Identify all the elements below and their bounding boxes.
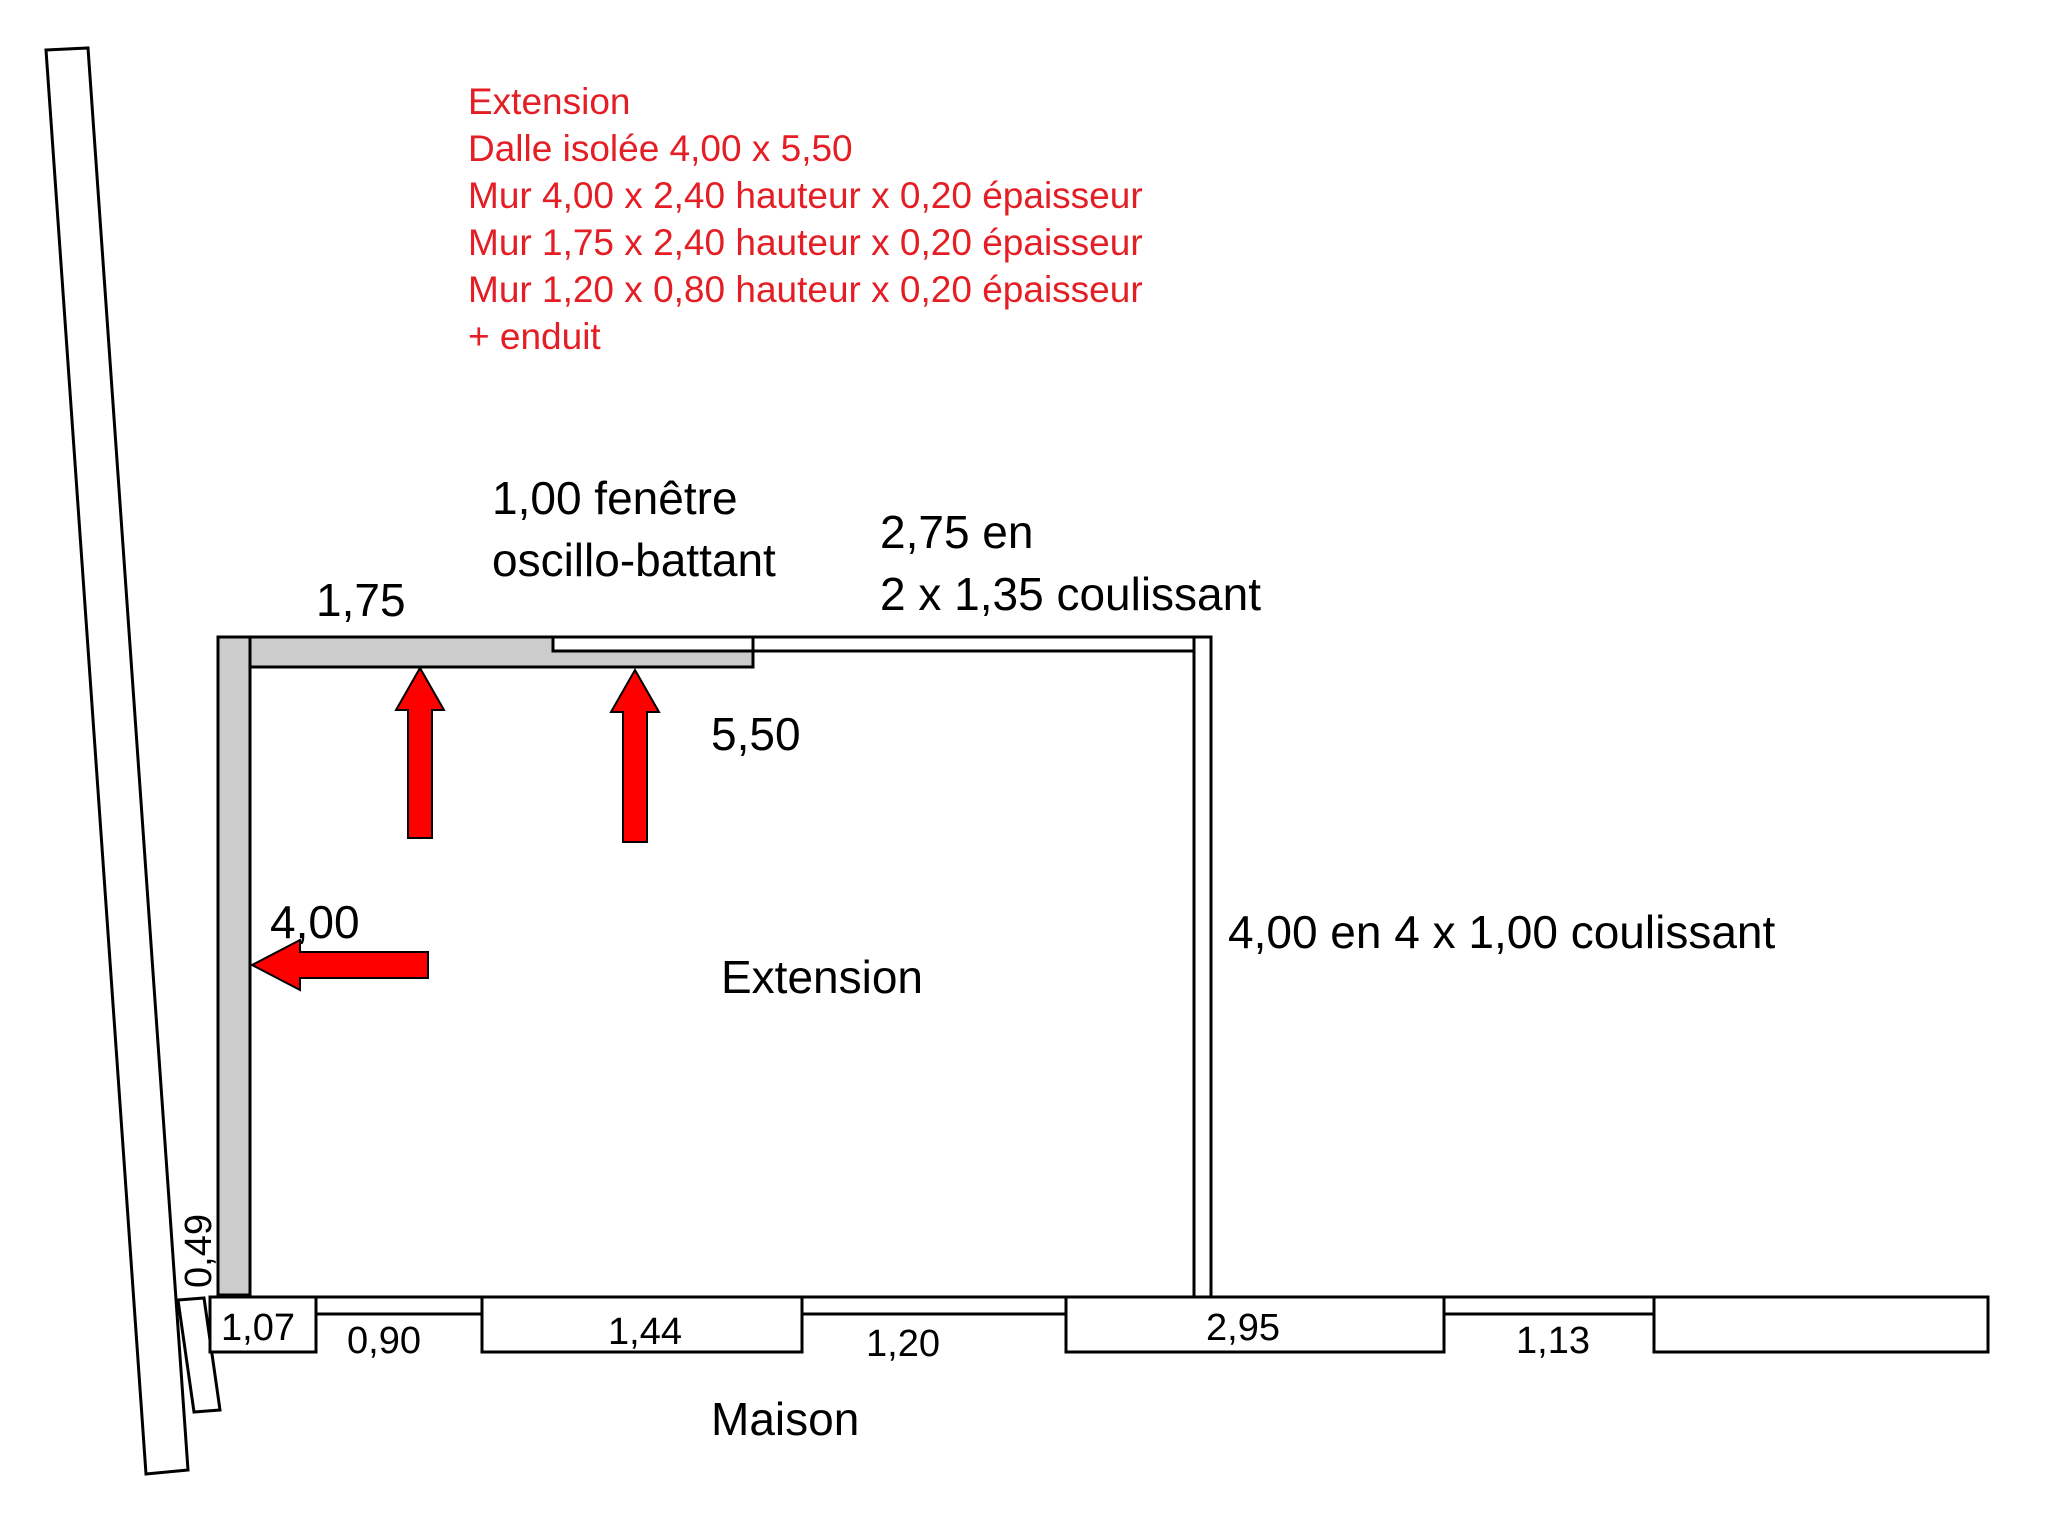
house-segment-label: 1,07 <box>221 1307 295 1349</box>
sliding-right-label: 4,00 en 4 x 1,00 coulissant <box>1228 906 1775 958</box>
left-wall-gray <box>216 635 252 1297</box>
sliding-top-label-line2: 2 x 1,35 coulissant <box>880 568 1261 620</box>
room-label: Extension <box>721 951 923 1003</box>
note-line: + enduit <box>468 316 601 357</box>
house-wall <box>208 1295 1990 1354</box>
note-line: Dalle isolée 4,00 x 5,50 <box>468 128 853 169</box>
house-block-3 <box>1064 1295 1446 1354</box>
dim-left-wall: 4,00 <box>270 896 360 948</box>
house-segment-label: 2,95 <box>1206 1307 1280 1349</box>
arrow-up-icon <box>394 665 446 839</box>
house-segment-label: 0,90 <box>347 1320 421 1362</box>
dim-top-wall: 1,75 <box>316 574 406 626</box>
house-block-1 <box>208 1295 318 1354</box>
boundary-wall-short <box>176 1296 222 1414</box>
note-line: Mur 1,75 x 2,40 hauteur x 0,20 épaisseur <box>468 222 1143 263</box>
sliding-door-top <box>751 635 1213 653</box>
house-segment-label: 1,13 <box>1516 1320 1590 1362</box>
note-line: Mur 4,00 x 2,40 hauteur x 0,20 épaisseur <box>468 175 1143 216</box>
house-segment-label: 1,20 <box>866 1323 940 1365</box>
window-oscillo-battant <box>551 635 755 653</box>
arrow-left-icon <box>249 938 429 992</box>
window-label-line2: oscillo-battant <box>492 534 776 586</box>
sliding-top-label-line1: 2,75 en <box>880 506 1033 558</box>
boundary-wall-slanted <box>44 46 190 1476</box>
arrow-up-icon <box>609 667 661 843</box>
dim-gap: 0,49 <box>178 1214 220 1288</box>
house-block-4 <box>1652 1295 1990 1354</box>
annotation-notes: Extension Dalle isolée 4,00 x 5,50 Mur 4,0… <box>468 81 1143 357</box>
house-label: Maison <box>711 1393 859 1445</box>
dim-depth: 5,50 <box>711 708 801 760</box>
sliding-door-right <box>1192 635 1213 1299</box>
note-line: Extension <box>468 81 631 122</box>
house-block-2 <box>480 1295 804 1354</box>
window-label-line1: 1,00 fenêtre <box>492 472 738 524</box>
house-segment-label: 1,44 <box>608 1311 682 1353</box>
note-line: Mur 1,20 x 0,80 hauteur x 0,20 épaisseur <box>468 269 1143 310</box>
arrows <box>249 665 661 992</box>
